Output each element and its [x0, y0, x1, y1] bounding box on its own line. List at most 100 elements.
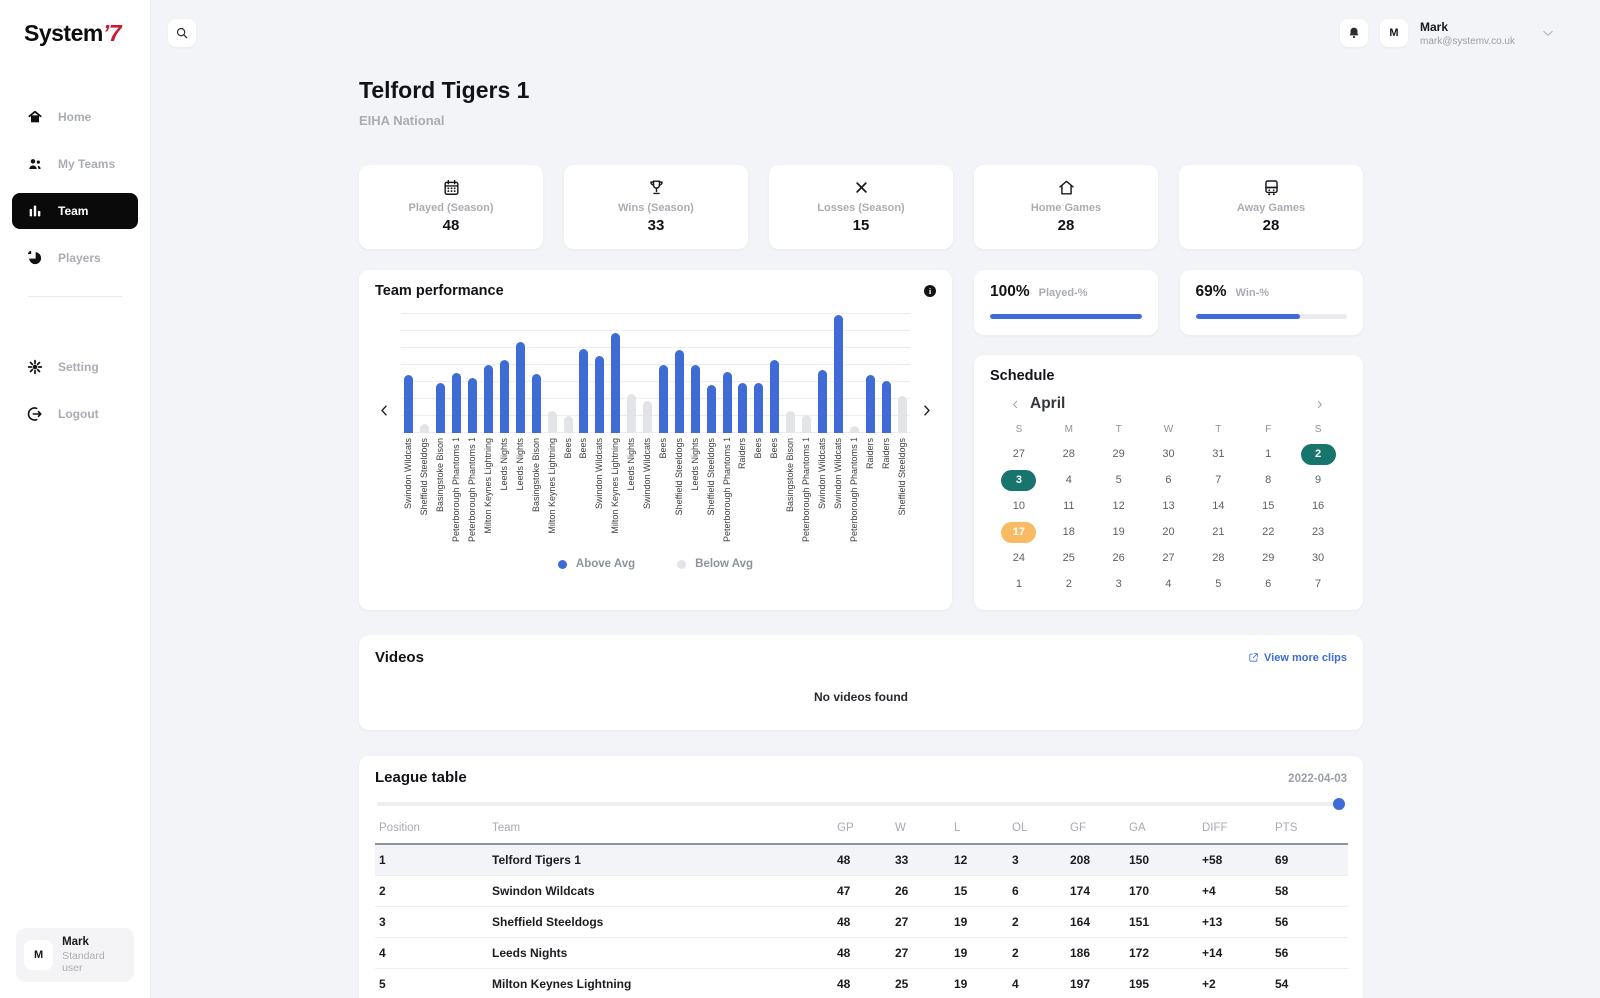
cell-diff: +58 — [1198, 844, 1271, 876]
calendar-day-7[interactable]: 7 — [1315, 578, 1322, 590]
date-slider-handle[interactable] — [1333, 798, 1345, 810]
sidebar: System’7 Home My Teams Team Players Setting… — [0, 0, 151, 998]
stat-label: Away Games — [1236, 202, 1306, 214]
calendar-month-label: April — [1030, 395, 1066, 412]
chart-bar — [433, 383, 449, 433]
chart-prev-button[interactable] — [377, 403, 392, 418]
calendar-day-12[interactable]: 12 — [1112, 500, 1125, 512]
calendar-day-30[interactable]: 30 — [1311, 552, 1325, 564]
sidebar-item-label: My Teams — [58, 157, 116, 171]
stat-label: Played (Season) — [408, 202, 494, 214]
search-button[interactable] — [168, 19, 196, 47]
cell-ol: 2 — [1008, 937, 1066, 969]
view-more-clips-link[interactable]: View more clips — [1248, 652, 1347, 664]
calendar-day-29[interactable]: 29 — [1262, 552, 1275, 564]
sidebar-item-setting[interactable]: Setting — [12, 349, 138, 385]
sidebar-item-players[interactable]: Players — [12, 240, 138, 276]
calendar-day-9[interactable]: 9 — [1315, 474, 1322, 486]
cell-w: 27 — [891, 906, 950, 938]
calendar-day-11[interactable]: 11 — [1063, 500, 1075, 512]
calendar-month-nav: April — [990, 395, 1347, 413]
calendar-day-10[interactable]: 10 — [1012, 500, 1026, 512]
calendar-day-3[interactable]: 3 — [1115, 578, 1122, 590]
stat-card-wins-season: Wins (Season) 33 — [564, 165, 748, 249]
calendar-day-28[interactable]: 28 — [1212, 552, 1225, 564]
calendar-day-20[interactable]: 20 — [1162, 526, 1175, 538]
avatar[interactable]: M — [1380, 19, 1409, 47]
topbar-user-info[interactable]: Mark mark@systemv.co.uk — [1420, 20, 1515, 47]
calendar-day-header: S — [1015, 424, 1023, 435]
cell-l: 19 — [950, 937, 1008, 969]
calendar-day-21[interactable]: 21 — [1212, 526, 1225, 538]
calendar-day-31[interactable]: 31 — [1212, 448, 1225, 460]
sidebar-item-logout[interactable]: Logout — [12, 396, 138, 432]
chart-x-label: Basingstoke Bison — [531, 438, 541, 513]
calendar-day-14[interactable]: 14 — [1212, 500, 1225, 512]
sidebar-nav: Home My Teams Team Players — [0, 99, 150, 276]
calendar-day-29[interactable]: 29 — [1112, 448, 1125, 460]
calendar-day-6[interactable]: 6 — [1265, 578, 1272, 590]
calendar-day-16[interactable]: 16 — [1311, 500, 1325, 512]
calendar-day-25[interactable]: 25 — [1062, 552, 1075, 564]
calendar-day-24[interactable]: 24 — [1012, 552, 1026, 564]
calendar-day-3-teal[interactable]: 3 — [994, 469, 1044, 491]
calendar-day-19[interactable]: 19 — [1112, 526, 1125, 538]
calendar-day-4[interactable]: 4 — [1065, 474, 1072, 486]
page-subtitle: EIHA National — [359, 113, 445, 128]
user-menu-caret[interactable] — [1541, 26, 1555, 40]
calendar-day-13[interactable]: 13 — [1162, 500, 1175, 512]
cell-pts: 54 — [1271, 968, 1348, 998]
calendar-day-17-orange[interactable]: 17 — [994, 521, 1044, 543]
cell-gp: 48 — [833, 937, 891, 969]
cell-pts: 58 — [1271, 875, 1348, 907]
prev-month-button[interactable] — [1010, 399, 1021, 410]
cell-position: 3 — [375, 906, 488, 938]
calendar-day-5[interactable]: 5 — [1215, 578, 1222, 590]
calendar-day-26[interactable]: 26 — [1112, 552, 1125, 564]
calendar-day-22[interactable]: 22 — [1262, 526, 1275, 538]
calendar-day-4[interactable]: 4 — [1165, 578, 1172, 590]
sidebar-item-team[interactable]: Team — [12, 193, 138, 229]
cell-diff: +13 — [1198, 906, 1271, 938]
calendar-day-6[interactable]: 6 — [1165, 474, 1172, 486]
sidebar-user-card[interactable]: M Mark Standard user — [16, 928, 134, 982]
chart-bar — [560, 416, 576, 433]
calendar-day-30[interactable]: 30 — [1162, 448, 1175, 460]
cell-diff: +4 — [1198, 875, 1271, 907]
calendar-day-5[interactable]: 5 — [1115, 474, 1122, 486]
calendar-day-2[interactable]: 2 — [1065, 578, 1072, 590]
calendar-day-15[interactable]: 15 — [1262, 500, 1275, 512]
calendar-day-2-teal[interactable]: 2 — [1293, 443, 1343, 465]
page-title: Telford Tigers 1 — [359, 77, 530, 103]
sidebar-item-my-teams[interactable]: My Teams — [12, 146, 138, 182]
chart-next-button[interactable] — [919, 403, 934, 418]
legend-item-below-avg: Below Avg — [677, 558, 753, 570]
calendar-day-28[interactable]: 28 — [1062, 448, 1075, 460]
info-icon[interactable]: i — [924, 285, 936, 297]
calendar-day-1[interactable]: 1 — [1015, 578, 1022, 590]
cell-l: 19 — [950, 968, 1008, 998]
chevron-left-icon — [1013, 400, 1018, 408]
chart-bar — [624, 394, 640, 433]
progress-bar — [990, 314, 1142, 319]
notifications-button[interactable] — [1340, 19, 1369, 47]
cell-ga: 195 — [1125, 968, 1198, 998]
sidebar-item-home[interactable]: Home — [12, 99, 138, 135]
stat-card-home-games: Home Games 28 — [974, 165, 1158, 249]
calendar-day-18[interactable]: 18 — [1062, 526, 1075, 538]
calendar-day-1[interactable]: 1 — [1265, 448, 1272, 460]
calendar-day-23[interactable]: 23 — [1311, 526, 1325, 538]
date-slider[interactable] — [377, 798, 1345, 810]
calendar-day-7[interactable]: 7 — [1215, 474, 1222, 486]
sidebar-item-label: Team — [58, 204, 89, 218]
chart-x-label: Bees — [563, 438, 573, 459]
cell-ga: 150 — [1125, 844, 1198, 876]
cell-position: 2 — [375, 875, 488, 907]
progress-cards-row: 100% Played-% 69% Win-% — [974, 270, 1363, 335]
calendar-day-8[interactable]: 8 — [1265, 474, 1272, 486]
chart-bar — [846, 426, 862, 433]
chart-x-label: Peterborough Phantoms 1 — [452, 438, 462, 542]
next-month-button[interactable] — [1314, 399, 1325, 410]
calendar-day-27[interactable]: 27 — [1012, 448, 1026, 460]
calendar-day-27[interactable]: 27 — [1162, 552, 1175, 564]
